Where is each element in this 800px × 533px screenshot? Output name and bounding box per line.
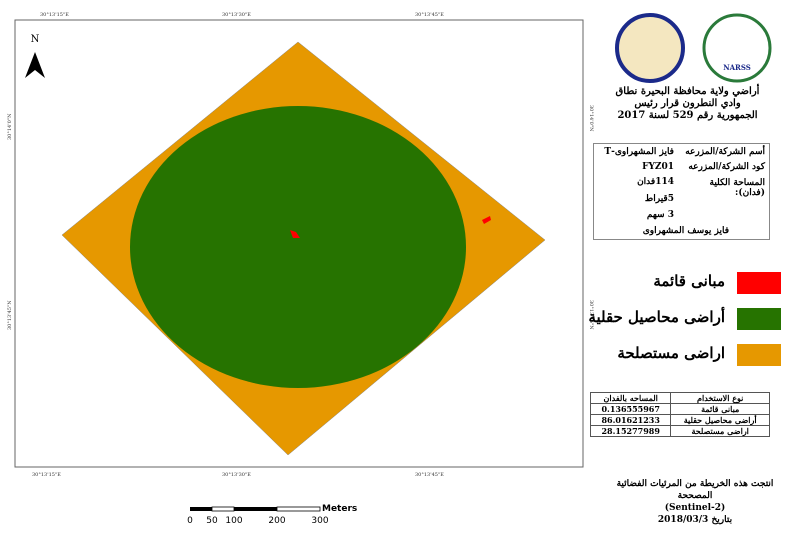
title-line: وادي النطرون قرار رئيس bbox=[634, 98, 741, 109]
info-label: المساحة الكلية (فدان): bbox=[709, 178, 765, 198]
logo bbox=[702, 13, 772, 83]
north-arrow bbox=[25, 52, 45, 78]
legend-swatch bbox=[737, 272, 781, 294]
cell: 28.15277989 bbox=[589, 425, 672, 437]
footer-line: انتجت هذه الخريطة من المرئيات الفضائية ا… bbox=[616, 479, 774, 501]
legend-label: أراضى محاصيل حقلية bbox=[588, 308, 725, 326]
footer: انتجت هذه الخريطة من المرئيات الفضائية ا… bbox=[600, 478, 790, 526]
scale-label: 0 bbox=[187, 516, 193, 526]
table-row: أراضى محاصيل حقلية 86.01621233 bbox=[589, 414, 770, 426]
title: أراضي ولاية محافظة البحيرة نطاق وادي الن… bbox=[600, 86, 775, 122]
table-row: مبانى قائمة 0.136555967 bbox=[589, 403, 770, 415]
cell: اراضى مستصلحة bbox=[670, 425, 770, 437]
title-line: الجمهورية رقم 529 لسنة 2017 bbox=[617, 110, 758, 121]
footer-line: بتاريخ 2018/03/3 bbox=[657, 515, 733, 525]
info-box: أسم الشركة/المزرعه فايز المشهراوى-T كود … bbox=[593, 143, 770, 240]
cell: 0.136555967 bbox=[589, 403, 672, 415]
info-label: أسم الشركة/المزرعه bbox=[685, 147, 765, 157]
coord: 30°14'0"N bbox=[588, 105, 594, 132]
legend-label: مبانى قائمة bbox=[653, 272, 725, 290]
info-value: فايز المشهراوى-T bbox=[604, 147, 674, 157]
scale-unit: Meters bbox=[322, 504, 357, 514]
coord: 30°13'30"E bbox=[222, 472, 251, 478]
logo-text: NARSS bbox=[723, 63, 751, 72]
coord: 30°13'15"E bbox=[40, 12, 69, 18]
cell: 86.01621233 bbox=[589, 414, 672, 426]
scale-label: 300 bbox=[311, 516, 328, 526]
info-value: فايز يوسف المشهراوى bbox=[642, 226, 729, 236]
scale-segment bbox=[276, 506, 321, 512]
area-table: نوع الاستخدام المساحه بالفدان مبانى قائمة 0… bbox=[589, 392, 770, 437]
cell: أراضى محاصيل حقلية bbox=[670, 414, 770, 426]
coord: 30°13'45"N bbox=[588, 300, 594, 330]
coord: 30°13'45"E bbox=[415, 472, 444, 478]
title-line: أراضي ولاية محافظة البحيرة نطاق bbox=[615, 86, 760, 97]
logo bbox=[615, 13, 685, 83]
table-row: اراضى مستصلحة 28.15277989 bbox=[589, 425, 770, 437]
coord: 30°13'15"E bbox=[32, 472, 61, 478]
info-value: FYZ01 bbox=[642, 162, 674, 172]
table-header: نوع الاستخدام المساحه بالفدان bbox=[589, 392, 770, 404]
coord: 30°13'45"N bbox=[7, 300, 13, 330]
legend-swatch bbox=[737, 344, 781, 366]
legend-label: اراضى مستصلحة bbox=[617, 344, 725, 362]
legend-swatch bbox=[737, 308, 781, 330]
cell: مبانى قائمة bbox=[670, 403, 770, 415]
scale-segment bbox=[234, 507, 277, 511]
info-label: كود الشركة/المزرعه bbox=[688, 162, 765, 172]
footer-line: (Sentinel-2) bbox=[664, 503, 726, 513]
building bbox=[290, 230, 300, 238]
header-cell: نوع الاستخدام bbox=[670, 392, 770, 404]
scale-label: 200 bbox=[268, 516, 285, 526]
scale-label: 50 bbox=[206, 516, 218, 526]
coord: 30°13'45"E bbox=[415, 12, 444, 18]
coord: 30°13'30"E bbox=[222, 12, 251, 18]
info-value: 3 سهم bbox=[646, 210, 674, 220]
scale-label: 100 bbox=[225, 516, 242, 526]
scale-segment bbox=[211, 506, 235, 512]
building bbox=[482, 216, 491, 224]
north-label: N bbox=[31, 34, 40, 45]
info-value: 5قيراط bbox=[644, 194, 674, 204]
scale-segment bbox=[190, 507, 212, 511]
info-value: 114فدان bbox=[637, 177, 674, 187]
field-crops bbox=[130, 106, 466, 388]
coord: 30°14'0"N bbox=[7, 113, 13, 140]
header-cell: المساحه بالفدان bbox=[589, 392, 672, 404]
